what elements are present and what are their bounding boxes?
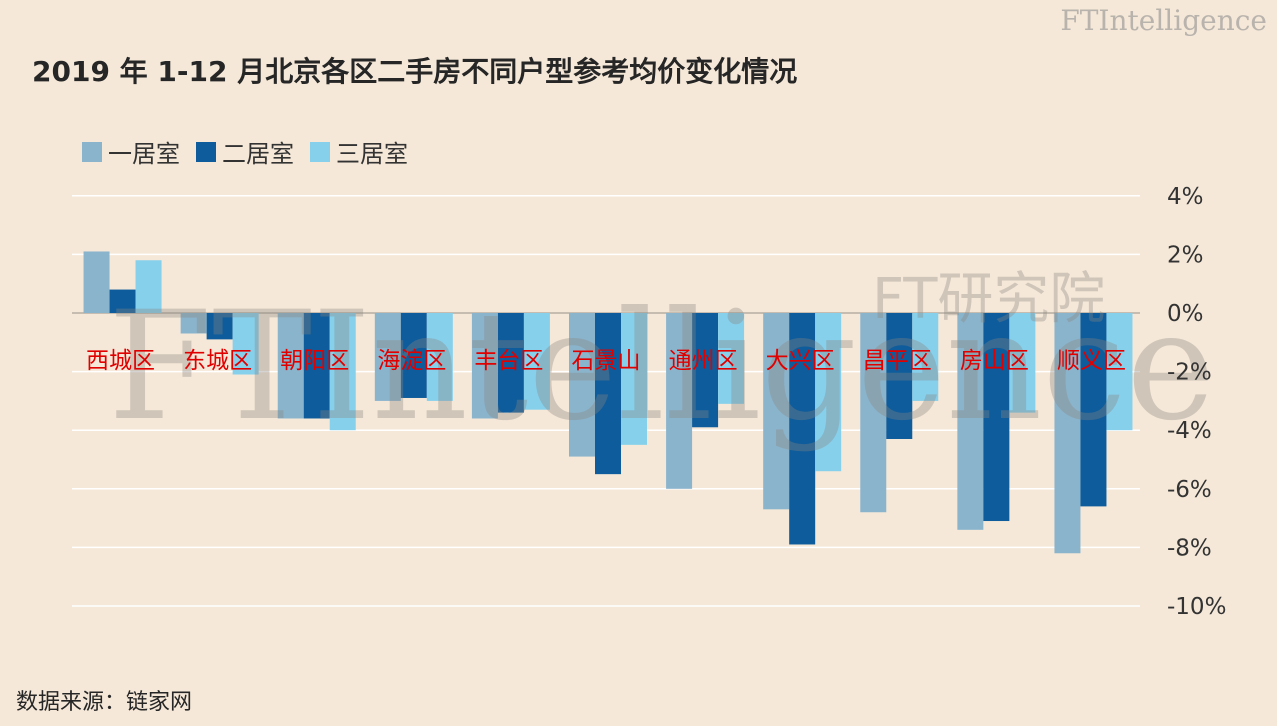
bar-3-10	[1009, 313, 1036, 413]
bar-2-8	[789, 313, 816, 545]
category-label: 房山区	[960, 348, 1029, 374]
bar-2-7	[692, 313, 719, 428]
category-label: 海淀区	[377, 348, 446, 374]
legend-label-1: 一居室	[108, 140, 180, 168]
bar-3-4	[426, 313, 453, 401]
chart-title: 2019 年 1-12 月北京各区二手房不同户型参考均价变化情况	[32, 55, 798, 88]
bar-1-7	[666, 313, 693, 489]
category-label: 朝阳区	[280, 348, 349, 374]
category-label: 昌平区	[863, 348, 932, 374]
bar-1-6	[569, 313, 595, 457]
bar-1-11	[1054, 313, 1081, 554]
legend-swatch-1	[82, 141, 102, 162]
category-label: 东城区	[183, 348, 252, 374]
bar-2-10	[983, 313, 1010, 522]
y-tick-label: -2%	[1167, 360, 1212, 386]
bar-2-3	[303, 313, 330, 419]
category-label: 通州区	[669, 348, 738, 374]
legend-label-3: 三居室	[336, 140, 408, 168]
bar-1-8	[763, 313, 790, 510]
category-label: 石景山	[572, 348, 641, 374]
bar-2-5	[497, 313, 524, 413]
category-label: 丰台区	[474, 348, 543, 374]
y-tick-label: 2%	[1167, 242, 1204, 268]
bars	[83, 251, 1133, 554]
bar-2-1	[109, 289, 136, 313]
legend-swatch-3	[310, 141, 330, 162]
bar-2-6	[595, 313, 621, 475]
bar-3-9	[912, 313, 939, 401]
legend-swatch-2	[196, 141, 216, 162]
watermark-main: FTIntelligence	[108, 280, 1215, 454]
category-label: 顺义区	[1057, 348, 1126, 374]
bar-3-8	[815, 313, 842, 472]
bar-2-2	[206, 313, 233, 340]
y-tick-label: 4%	[1167, 184, 1204, 210]
bar-3-5	[523, 313, 550, 410]
category-label: 大兴区	[766, 348, 835, 374]
bar-1-2	[180, 313, 207, 334]
bar-1-10	[957, 313, 984, 530]
legend-item-2: 二居室	[196, 134, 294, 169]
bar-2-11	[1080, 313, 1107, 507]
category-label: 西城区	[86, 348, 155, 374]
bar-2-4	[400, 313, 427, 398]
bar-1-4	[374, 313, 401, 401]
bar-1-1	[83, 251, 110, 313]
category-labels: 西城区 东城区 朝阳区 海淀区 丰台区 石景山 通州区 大兴区 昌平区 房山区 顺义区	[86, 348, 1126, 374]
bar-3-2	[232, 313, 259, 375]
bar-3-7	[718, 313, 745, 404]
y-tick-label: -6%	[1167, 477, 1212, 503]
legend-item-3: 三居室	[310, 134, 408, 169]
bar-3-1	[135, 260, 162, 313]
bar-1-5	[471, 313, 498, 419]
bar-1-3	[277, 313, 304, 419]
y-tick-label: -10%	[1167, 594, 1226, 620]
bar-3-11	[1106, 313, 1133, 431]
bar-1-9	[860, 313, 887, 513]
y-axis-ticks: 4% 2% 0% -2% -4% -6% -8% -10%	[1167, 184, 1226, 620]
data-source: 数据来源：链家网	[16, 690, 193, 715]
bar-3-6	[621, 313, 647, 445]
bar-3-3	[329, 313, 356, 431]
legend-label-2: 二居室	[222, 140, 294, 168]
brand-logo: FTIntelligence	[1060, 4, 1267, 37]
watermark-sub: FT研究院	[872, 267, 1105, 332]
y-tick-label: -4%	[1167, 418, 1212, 444]
y-tick-label: 0%	[1167, 301, 1204, 327]
y-tick-label: -8%	[1167, 535, 1212, 561]
bar-2-9	[886, 313, 913, 439]
legend: 一居室 二居室 三居室	[82, 134, 424, 169]
watermark: FTIntelligence FT研究院	[108, 267, 1215, 454]
legend-item-1: 一居室	[82, 134, 180, 169]
